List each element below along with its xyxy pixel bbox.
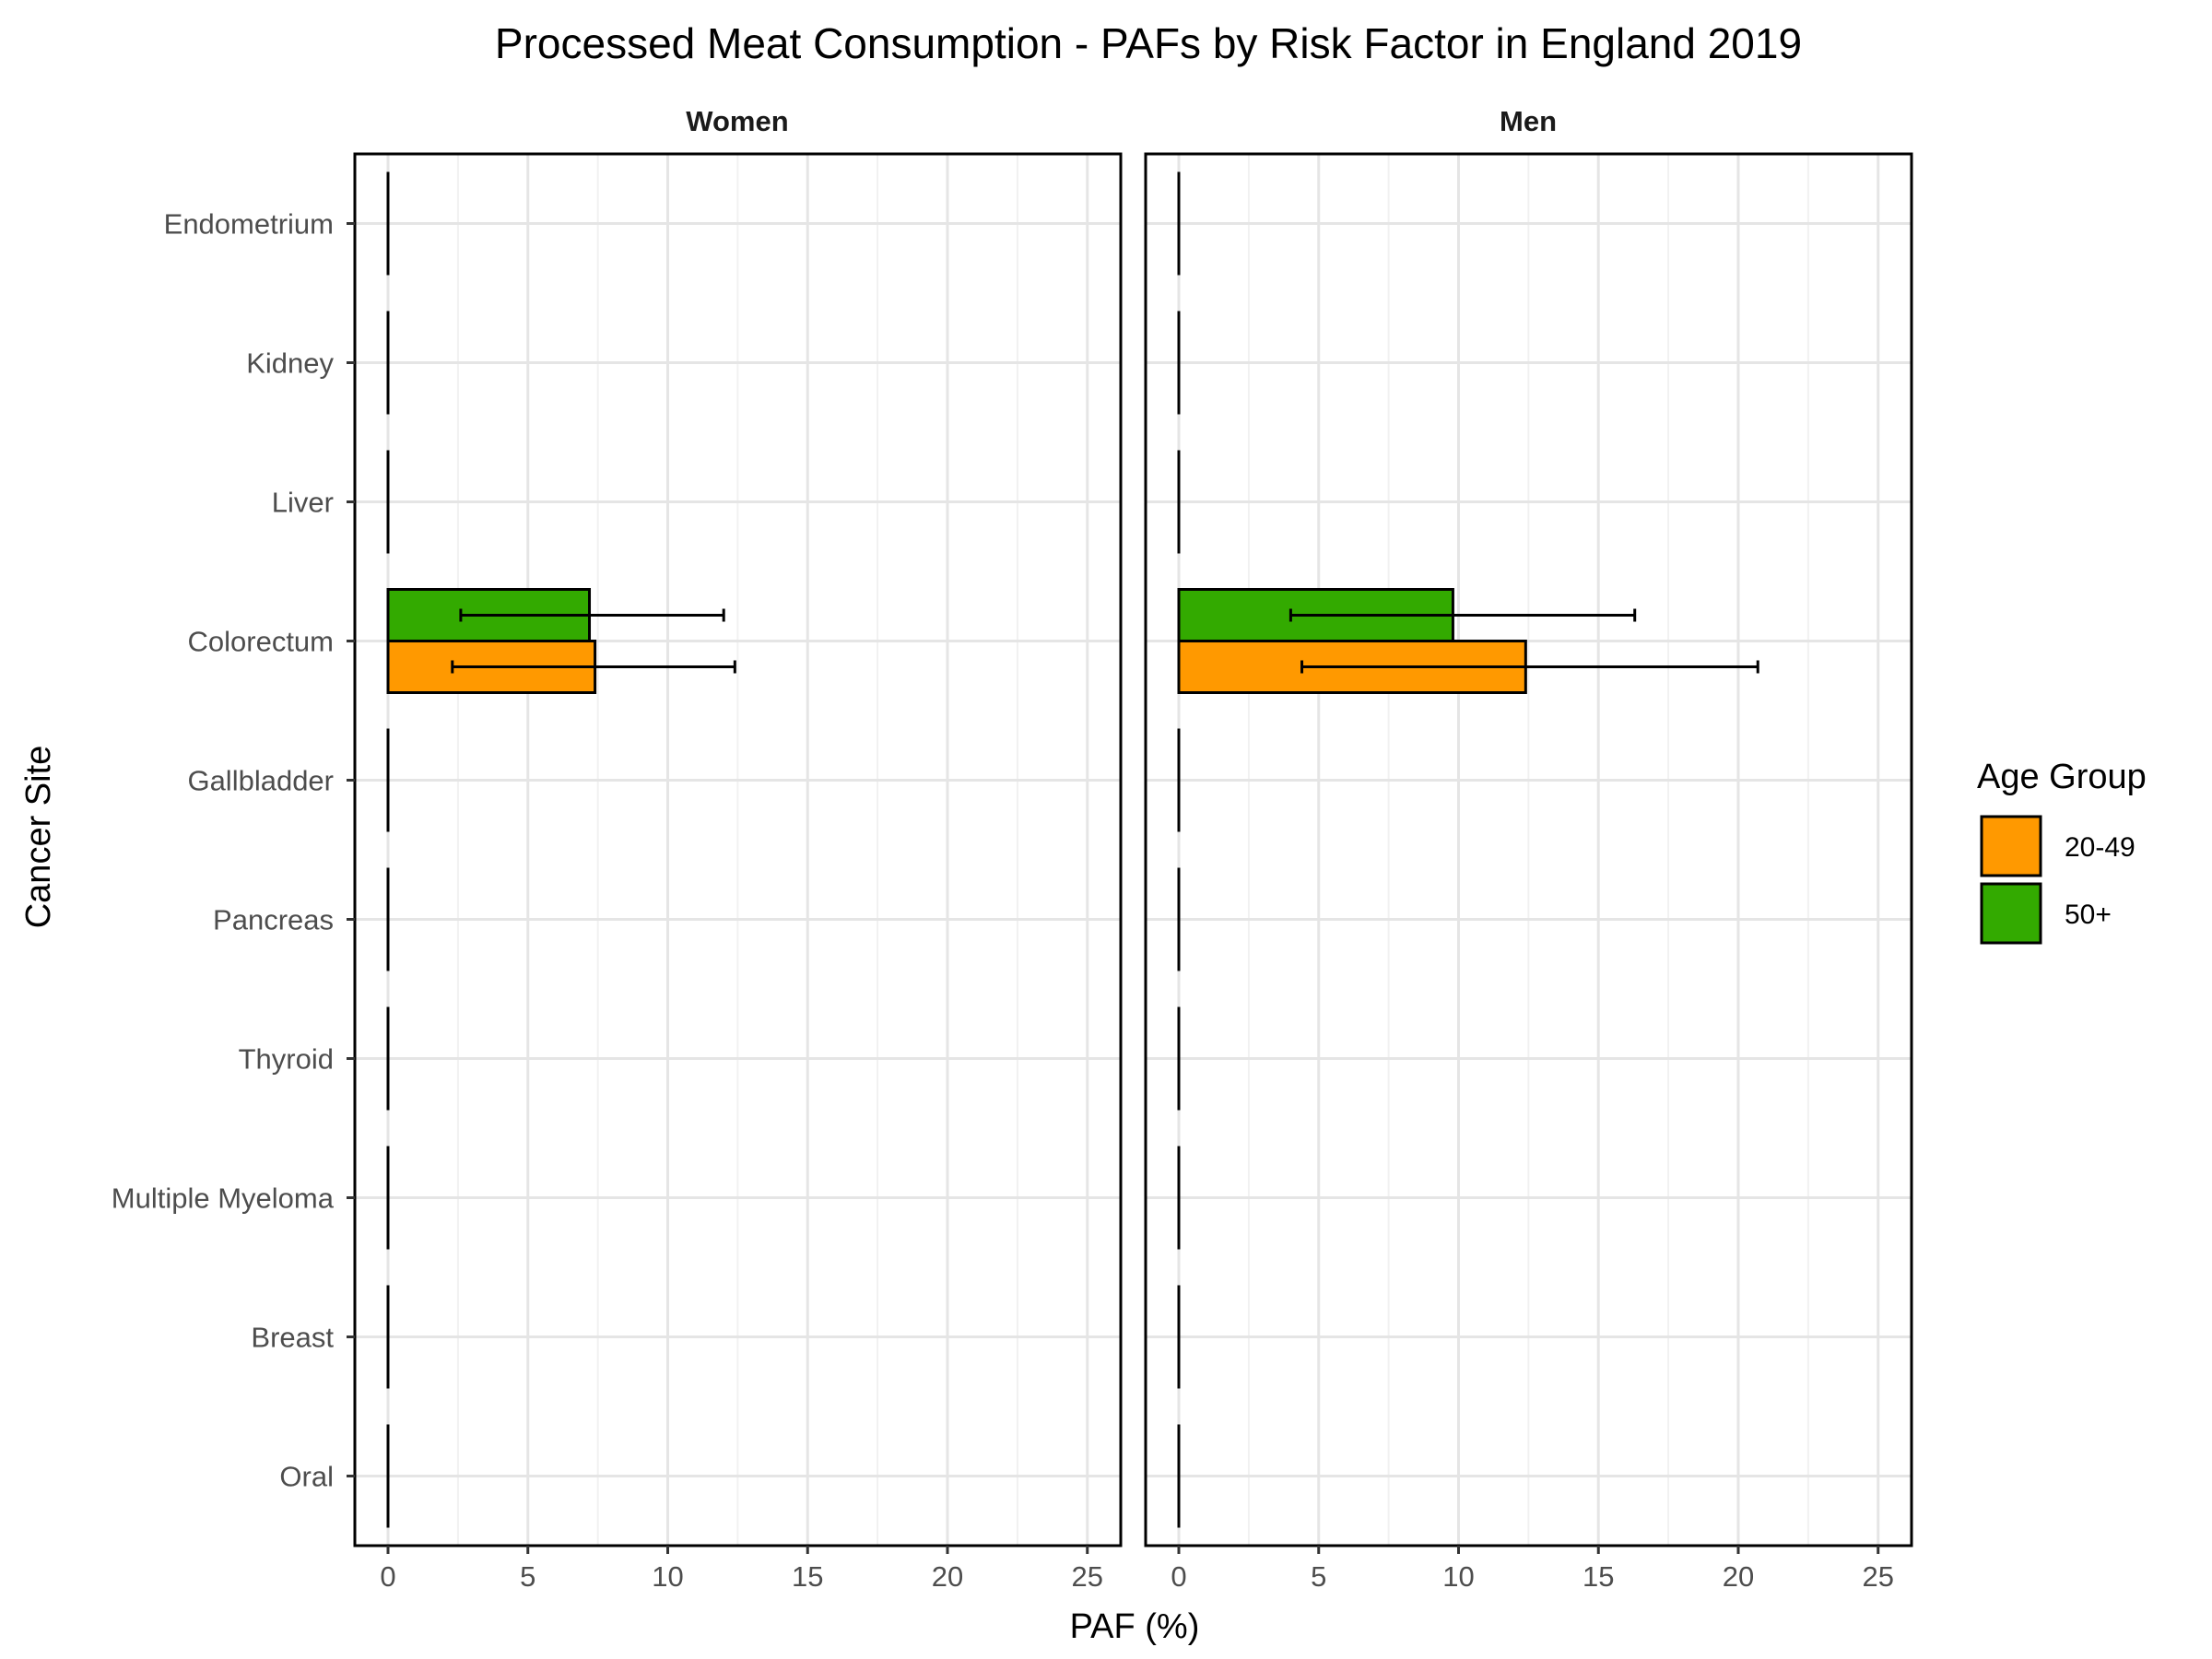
y-axis-tick-labels: Endometrium Kidney Liver Colorectum Gallblad… bbox=[112, 208, 355, 1493]
y-tick-label: Liver bbox=[272, 487, 334, 519]
x-tick-label: 20 bbox=[932, 1560, 963, 1593]
panel-women: Women 0 5 10 15 20 25 bbox=[353, 105, 1123, 1593]
panel-strip-label: Women bbox=[686, 105, 788, 137]
legend-title: Age Group bbox=[1977, 758, 2147, 796]
x-tick-label: 15 bbox=[792, 1560, 823, 1593]
y-tick-label: Kidney bbox=[246, 347, 334, 380]
panel-men: Men 0 5 10 15 20 25 bbox=[1144, 105, 1913, 1593]
y-axis-label: Cancer Site bbox=[19, 746, 58, 929]
panel-strip-label: Men bbox=[1500, 105, 1557, 137]
x-tick-label: 5 bbox=[1311, 1560, 1326, 1593]
legend-swatch-20-49 bbox=[1980, 815, 2042, 877]
chart-title: Processed Meat Consumption - PAFs by Ris… bbox=[495, 19, 1802, 67]
x-tick-label: 25 bbox=[1072, 1560, 1103, 1593]
legend-swatch-50+ bbox=[1980, 882, 2042, 945]
y-tick-label: Colorectum bbox=[188, 626, 335, 658]
y-tick-label: Breast bbox=[251, 1322, 334, 1354]
panel-border bbox=[1144, 152, 1913, 1547]
legend-label: 50+ bbox=[2065, 900, 2112, 930]
x-tick-label: 5 bbox=[520, 1560, 535, 1593]
legend: Age Group 20-49 50+ bbox=[1977, 758, 2147, 945]
x-tick-label: 0 bbox=[1171, 1560, 1186, 1593]
panel-border bbox=[353, 152, 1123, 1547]
y-tick-label: Pancreas bbox=[213, 904, 334, 936]
x-tick-label: 10 bbox=[652, 1560, 683, 1593]
y-tick-label: Endometrium bbox=[164, 208, 334, 241]
x-tick-label: 0 bbox=[380, 1560, 395, 1593]
y-tick-label: Oral bbox=[279, 1461, 334, 1493]
y-tick-label: Gallbladder bbox=[187, 765, 334, 797]
x-axis-label: PAF (%) bbox=[1070, 1607, 1200, 1646]
x-tick-label: 20 bbox=[1723, 1560, 1754, 1593]
x-tick-label: 25 bbox=[1863, 1560, 1894, 1593]
x-tick-label: 15 bbox=[1583, 1560, 1614, 1593]
legend-label: 20-49 bbox=[2065, 832, 2136, 863]
x-tick-label: 10 bbox=[1442, 1560, 1474, 1593]
y-tick-label: Multiple Myeloma bbox=[112, 1182, 335, 1215]
y-tick-label: Thyroid bbox=[239, 1043, 334, 1076]
